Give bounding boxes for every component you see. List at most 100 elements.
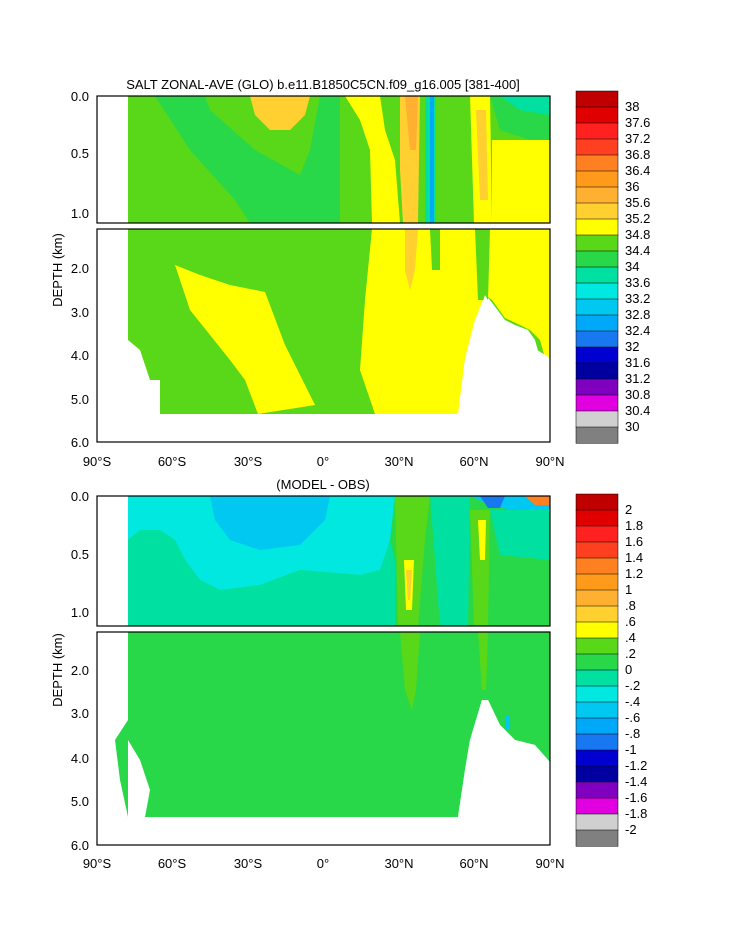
bottom-xtick-4: 30°N [384,856,413,871]
top-lower-frame [96,228,551,443]
top-colorbar-label: 34 [625,259,639,274]
bottom-colorbar-label: 1.4 [625,550,643,565]
top-colorbar-box [575,282,619,300]
bottom-upper-frame [96,495,551,627]
bottom-chart-title: (MODEL - OBS) [276,477,369,492]
bottom-colorbar-label: -1.8 [625,806,647,821]
top-xtick-0: 90°S [83,454,112,469]
top-colorbar-label: 30.8 [625,387,650,402]
bottom-colorbar-box [575,573,619,591]
bottom-colorbar-box [575,637,619,655]
top-colorbar-box [575,346,619,364]
top-xtick-1: 60°S [158,454,187,469]
top-xtick-3: 0° [317,454,329,469]
top-colorbar-box [575,314,619,332]
bottom-ytick-6: 5.0 [71,794,89,809]
top-colorbar-label: 32 [625,339,639,354]
top-colorbar-box [575,170,619,188]
bottom-upper-field [97,496,550,626]
bottom-ytick-0: 0.0 [71,489,89,504]
bottom-colorbar-box [575,749,619,767]
bottom-ytick-7: 6.0 [71,838,89,853]
top-colorbar-label: 30 [625,419,639,434]
top-ytick-0: 0.0 [71,89,89,104]
top-chart-title: SALT ZONAL-AVE (GLO) b.e11.B1850C5CN.f09… [126,77,520,92]
top-colorbar-label: 33.6 [625,275,650,290]
top-ytick-3: 2.0 [71,261,89,276]
top-ytick-7: 6.0 [71,435,89,450]
bottom-colorbar-label: .6 [625,614,636,629]
top-colorbar-box [575,138,619,156]
top-upper-frame [96,95,551,224]
bottom-colorbar-box [575,685,619,703]
bottom-colorbar-box [575,493,619,511]
bottom-colorbar-label: -.4 [625,694,640,709]
top-colorbar-label: 37.2 [625,131,650,146]
bottom-colorbar-label: -1.6 [625,790,647,805]
bottom-colorbar-box [575,829,619,847]
bottom-chart: (MODEL - OBS) [50,477,647,871]
top-colorbar-label: 35.2 [625,211,650,226]
top-colorbar-box [575,410,619,428]
top-upper-field [97,96,550,223]
bottom-colorbar-label: 1 [625,582,632,597]
top-colorbar-label: 36.4 [625,163,650,178]
top-colorbar-box [575,298,619,316]
top-colorbar-label: 34.4 [625,243,650,258]
top-colorbar-label: 31.2 [625,371,650,386]
bottom-colorbar-label: -1.4 [625,774,647,789]
bottom-xtick-2: 30°S [234,856,263,871]
bottom-colorbar-box [575,717,619,735]
bottom-colorbar-label: -.6 [625,710,640,725]
bottom-colorbar-box [575,765,619,783]
bottom-colorbar-box [575,605,619,623]
top-colorbar-box [575,234,619,252]
bottom-colorbar-label: -1 [625,742,637,757]
top-colorbar-label: 36.8 [625,147,650,162]
top-colorbar-box [575,122,619,140]
top-colorbar-label: 34.8 [625,227,650,242]
bottom-colorbar-box [575,557,619,575]
bottom-colorbar-box [575,621,619,639]
bottom-lower-field [97,632,550,845]
bottom-ytick-1: 0.5 [71,547,89,562]
top-ytick-2: 1.0 [71,206,89,221]
top-colorbar-label: 31.6 [625,355,650,370]
top-colorbar-box [575,378,619,396]
bottom-colorbar-box [575,541,619,559]
bottom-colorbar-box [575,701,619,719]
top-colorbar-box [575,106,619,124]
bottom-colorbar: 21.81.61.41.21.8.6.4.20-.2-.4-.6-.8-1-1.… [575,493,647,847]
top-colorbar: 3837.637.236.836.43635.635.234.834.43433… [575,90,650,444]
bottom-colorbar-box [575,797,619,815]
top-colorbar-label: 36 [625,179,639,194]
bottom-colorbar-label: -2 [625,822,637,837]
bottom-colorbar-label: 1.2 [625,566,643,581]
bottom-colorbar-label: -.2 [625,678,640,693]
top-colorbar-label: 35.6 [625,195,650,210]
top-colorbar-label: 33.2 [625,291,650,306]
top-xtick-6: 90°N [535,454,564,469]
top-colorbar-label: 37.6 [625,115,650,130]
top-colorbar-label: 32.4 [625,323,650,338]
bottom-lower-frame [96,631,551,846]
top-colorbar-box [575,330,619,348]
bottom-colorbar-label: 0 [625,662,632,677]
top-xtick-5: 60°N [459,454,488,469]
bottom-colorbar-label: .8 [625,598,636,613]
bottom-xtick-5: 60°N [459,856,488,871]
bottom-ytick-2: 1.0 [71,605,89,620]
bottom-colorbar-box [575,813,619,831]
top-colorbar-box [575,426,619,444]
bottom-xtick-3: 0° [317,856,329,871]
top-ytick-6: 5.0 [71,392,89,407]
bottom-colorbar-box [575,653,619,671]
bottom-xtick-0: 90°S [83,856,112,871]
top-colorbar-box [575,90,619,108]
bottom-colorbar-box [575,781,619,799]
top-colorbar-box [575,218,619,236]
bottom-colorbar-label: 1.8 [625,518,643,533]
top-colorbar-box [575,394,619,412]
top-colorbar-box [575,266,619,284]
bottom-colorbar-box [575,669,619,687]
